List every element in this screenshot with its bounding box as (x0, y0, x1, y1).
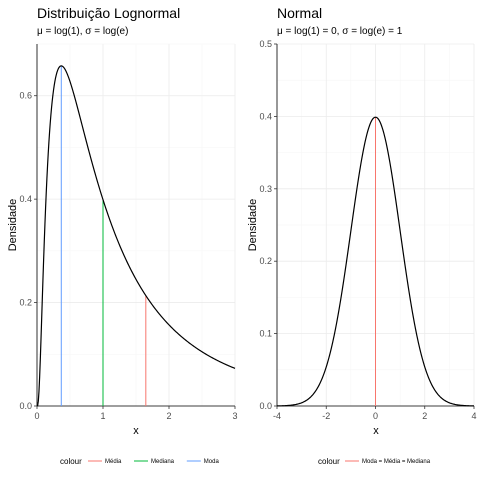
y-tick-label: 0.4 (259, 111, 272, 121)
y-axis-label: Densidade (7, 199, 19, 252)
density-curve (36, 65, 236, 407)
legend-label: Média (105, 459, 122, 465)
chart-title: Distribuição Lognormal (37, 5, 180, 21)
chart-subtitle: μ = log(1) = 0, σ = log(e) = 1 (277, 26, 403, 37)
x-tick-label: -2 (322, 411, 330, 421)
y-tick-label: 0.0 (19, 401, 32, 411)
x-tick-label: 3 (232, 411, 237, 421)
x-tick-label: -4 (273, 411, 281, 421)
panel-normal: Normal μ = log(1) = 0, σ = log(e) = 1 x … (247, 5, 477, 466)
legend: colour Média Mediana Moda (60, 457, 219, 466)
chart-subtitle: μ = log(1), σ = log(e) (37, 26, 128, 37)
y-tick-label: 0.6 (19, 91, 32, 101)
y-tick-label: 0.4 (19, 194, 32, 204)
panel-lognormal: Distribuição Lognormal μ = log(1), σ = l… (7, 5, 238, 466)
density-curve (276, 116, 475, 407)
ticks: -4 -2 0 2 4 0.0 0.1 0.2 0.3 0.4 0.5 (259, 39, 476, 421)
ticks: 0 1 2 3 0.0 0.2 0.4 0.6 (19, 44, 238, 421)
y-tick-label: 0.2 (259, 256, 272, 266)
x-tick-label: 1 (100, 411, 105, 421)
legend-label: Moda = Média = Mediana (362, 459, 431, 465)
x-tick-label: 2 (422, 411, 427, 421)
x-axis-label: x (373, 425, 379, 437)
y-tick-label: 0.2 (19, 298, 32, 308)
legend-title: colour (60, 457, 82, 466)
density-curve-group (36, 65, 236, 407)
legend-label: Mediana (151, 459, 175, 465)
y-tick-label: 0.5 (259, 39, 272, 49)
x-tick-label: 2 (166, 411, 171, 421)
legend-label: Moda (204, 459, 220, 465)
density-curve-group (276, 116, 475, 407)
y-tick-label: 0.3 (259, 184, 272, 194)
legend: colour Moda = Média = Mediana (318, 457, 431, 466)
x-tick-label: 4 (471, 411, 476, 421)
y-tick-label: 0.0 (259, 401, 272, 411)
y-tick-label: 0.1 (259, 329, 272, 339)
x-axis-label: x (133, 425, 139, 437)
y-axis-label: Densidade (247, 199, 259, 252)
legend-title: colour (318, 457, 340, 466)
chart-title: Normal (277, 5, 322, 21)
reference-lines (60, 65, 147, 406)
x-tick-label: 0 (373, 411, 378, 421)
x-tick-label: 0 (34, 411, 39, 421)
